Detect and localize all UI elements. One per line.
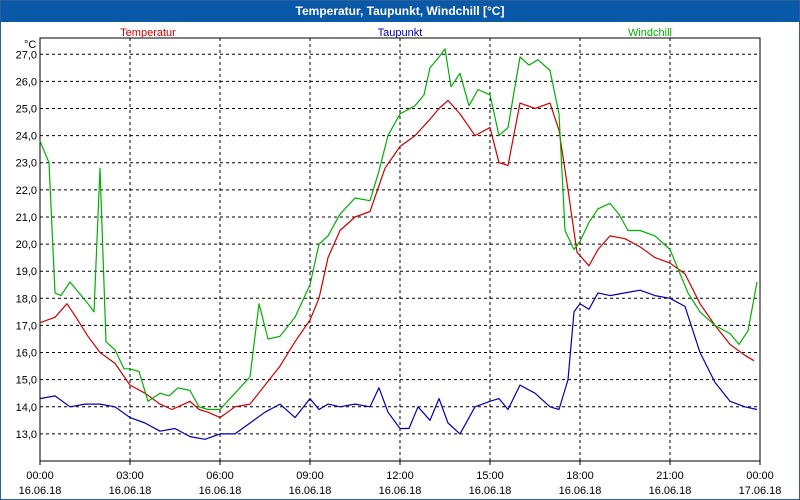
x-tick-time: 12:00 [386,470,414,482]
y-tick-label: 17,0 [16,320,37,332]
series-line-windchill [39,48,758,411]
y-tick-label: 14,0 [16,402,37,414]
x-tick-time: 09:00 [296,470,324,482]
x-tick-date: 16.06.18 [289,485,332,497]
x-tick-date: 16.06.18 [199,485,242,497]
series-group [39,48,758,440]
y-tick-label: 13,0 [16,429,37,441]
x-tick-time: 15:00 [476,470,504,482]
y-tick-label: 26,0 [16,76,37,88]
y-tick-label: 20,0 [16,239,37,251]
x-tick-date: 16.06.18 [469,485,512,497]
y-tick-label: 25,0 [16,104,37,116]
y-tick-label: 27,0 [16,49,37,61]
y-tick-label: 18,0 [16,293,37,305]
series-line-temperatur [39,99,755,419]
y-tick-label: 15,0 [16,375,37,387]
legend-windchill: Windchill [628,27,672,39]
x-tick-time: 00:00 [26,470,54,482]
legend: Temperatur Taupunkt Windchill [120,27,672,39]
grid [40,38,760,461]
x-tick-time: 00:00 [746,470,774,482]
y-axis: °C 13,0 14,0 15,0 16,0 17,0 18,0 19,0 20,0 21,0 2… [16,39,37,441]
legend-taupunkt: Taupunkt [378,27,423,39]
x-tick-date: 16.06.18 [379,485,422,497]
x-tick-time: 21:00 [656,470,684,482]
y-tick-label: 21,0 [16,212,37,224]
legend-temperatur: Temperatur [120,27,176,39]
x-tick-date: 16.06.18 [559,485,602,497]
x-axis: 00:00 16.06.18 03:00 16.06.18 06:00 16.06.18 0… [19,461,782,497]
y-tick-label: 16,0 [16,348,37,360]
y-tick-label: 23,0 [16,158,37,170]
y-tick-label: 19,0 [16,266,37,278]
y-tick-label: 24,0 [16,131,37,143]
y-tick-label: 22,0 [16,185,37,197]
x-tick-time: 06:00 [206,470,234,482]
x-tick-date: 16.06.18 [109,485,152,497]
x-tick-date: 16.06.18 [19,485,62,497]
y-axis-unit: °C [24,39,36,51]
x-tick-time: 03:00 [116,470,144,482]
window-title: Temperatur, Taupunkt, Windchill [°C] [1,1,799,22]
x-tick-date: 16.06.18 [649,485,692,497]
x-tick-date: 17.06.18 [739,485,782,497]
series-line-taupunkt [39,289,758,440]
x-tick-time: 18:00 [566,470,594,482]
